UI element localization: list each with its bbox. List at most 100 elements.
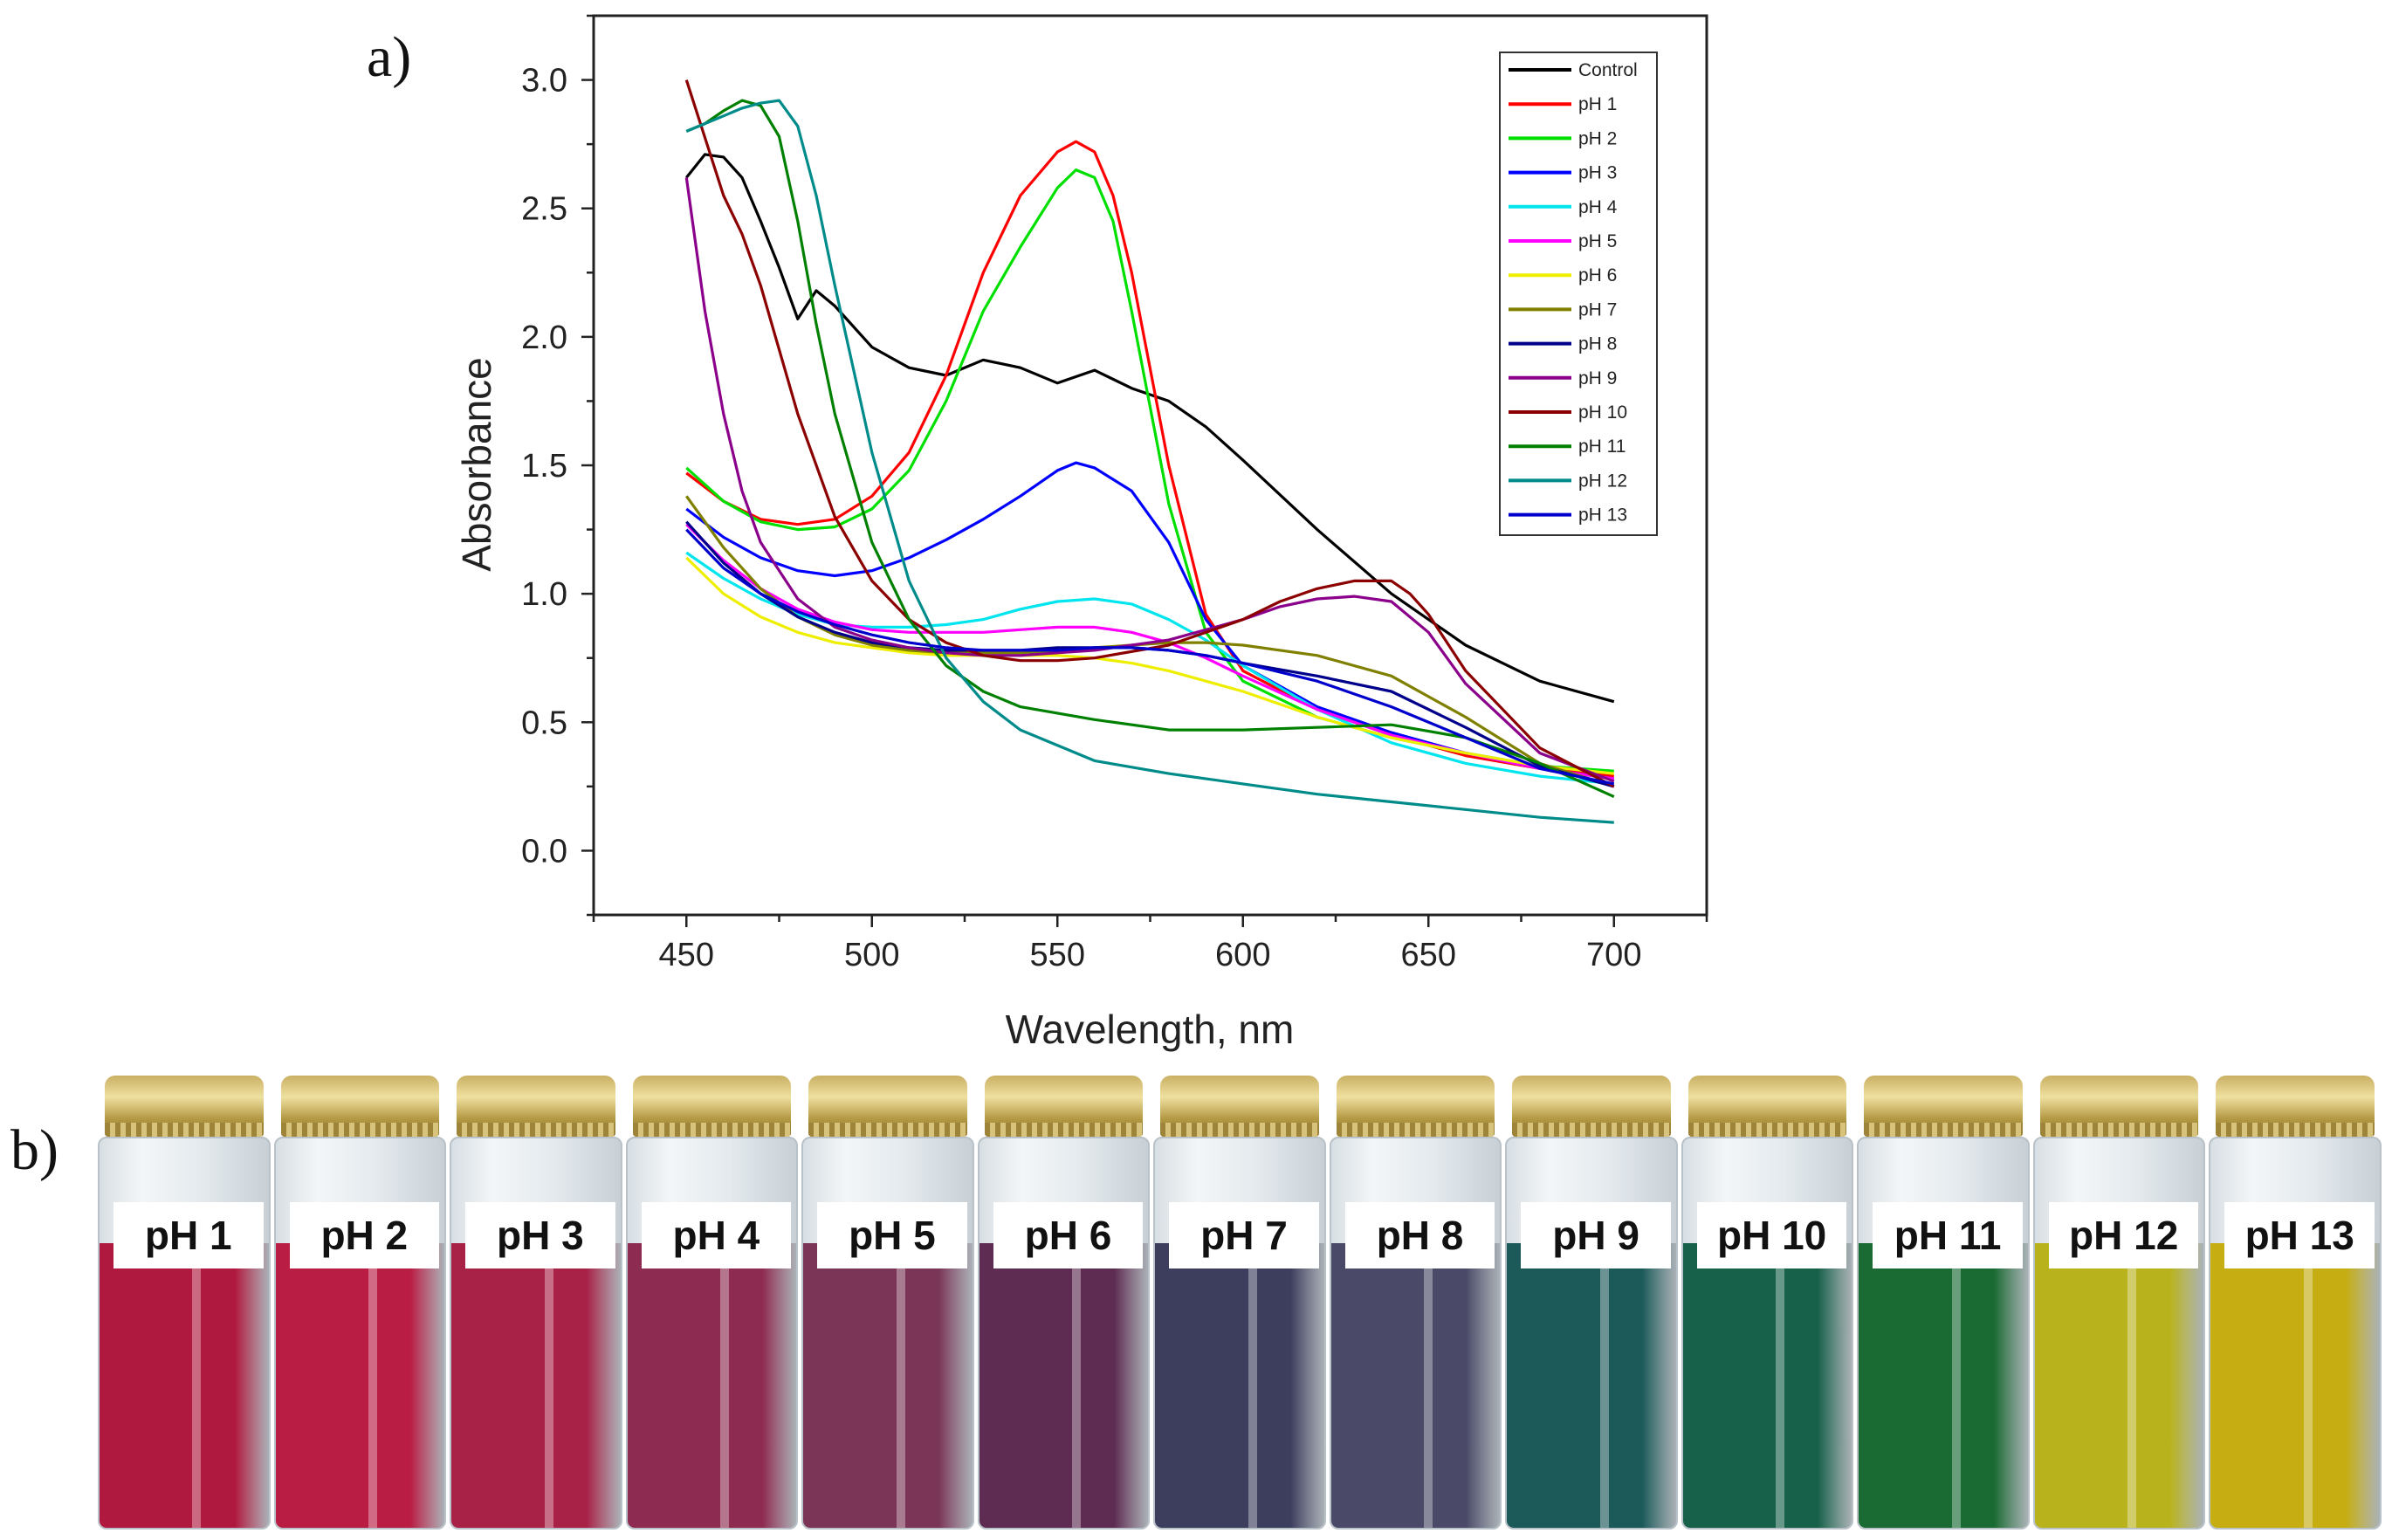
legend-label-ph-10: pH 10 (1578, 402, 1627, 423)
legend-label-ph-6: pH 6 (1578, 265, 1617, 285)
vial-cap (2216, 1076, 2375, 1137)
x-tick-label: 600 (1215, 937, 1270, 973)
legend-label-ph-2: pH 2 (1578, 128, 1617, 148)
vial-label: pH 2 (289, 1202, 440, 1268)
vial-ph-5: pH 5 (801, 1076, 974, 1530)
y-tick-label: 2.5 (521, 191, 567, 228)
vial-ph-2: pH 2 (273, 1076, 447, 1530)
legend-label-ph-5: pH 5 (1578, 231, 1617, 251)
x-tick-label: 650 (1401, 937, 1456, 973)
legend-label-ph-3: pH 3 (1578, 163, 1617, 183)
series-line-ph-3 (685, 461, 1615, 780)
vial-liquid (275, 1243, 445, 1528)
y-tick-label: 2.0 (521, 320, 567, 356)
legend-label-ph-8: pH 8 (1578, 334, 1617, 354)
vial-label: pH 11 (1873, 1202, 2023, 1268)
x-axis-ticks: 450 500 550 600 650 700 (592, 915, 1708, 973)
vial-liquid (451, 1243, 621, 1528)
absorbance-chart: 450 500 550 600 650 700 0.0 0.5 1.0 1.5 2.0 2.5 3.0… (454, 14, 1708, 1052)
x-tick-label: 450 (659, 937, 714, 973)
legend-box (1499, 52, 1658, 536)
series-line-ph-6 (685, 556, 1614, 775)
vial-glass (1329, 1137, 1502, 1530)
vial-glass (1857, 1137, 2030, 1530)
vial-cap (2039, 1076, 2199, 1137)
vial-glass (273, 1137, 447, 1530)
vial-ph-4: pH 4 (625, 1076, 799, 1530)
vial-ph-9: pH 9 (1505, 1076, 1678, 1530)
vial-liquid (2034, 1243, 2204, 1528)
vial-ph-13: pH 13 (2209, 1076, 2382, 1530)
y-tick-label: 0.0 (521, 833, 567, 870)
vial-liquid (2210, 1243, 2380, 1528)
vial-cap (280, 1076, 440, 1137)
vial-cap (984, 1076, 1144, 1137)
x-tick-label: 700 (1586, 937, 1641, 973)
y-axis-ticks: 0.0 0.5 1.0 1.5 2.0 2.5 3.0 (521, 14, 594, 917)
vial-glass (977, 1137, 1151, 1530)
vial-label: pH 5 (817, 1202, 967, 1268)
vial-cap (1336, 1076, 1495, 1137)
vial-liquid (1330, 1243, 1501, 1528)
vial-liquid (1507, 1243, 1676, 1528)
legend-label-ph-1: pH 1 (1578, 94, 1617, 114)
vial-liquid (1682, 1243, 1852, 1528)
vial-liquid (627, 1243, 797, 1528)
vial-label: pH 4 (641, 1202, 792, 1268)
x-tick-label: 550 (1030, 937, 1085, 973)
vial-label: pH 3 (465, 1202, 615, 1268)
vial-glass (1681, 1137, 1854, 1530)
vial-glass (450, 1137, 622, 1530)
vial-glass (2032, 1137, 2206, 1530)
vial-label: pH 7 (1169, 1202, 1319, 1268)
legend-label-ph-9: pH 9 (1578, 368, 1617, 388)
x-axis-title: Wavelength, nm (1006, 1007, 1295, 1052)
series-line-ph-13 (685, 528, 1615, 786)
vial-cap (1864, 1076, 2023, 1137)
vial-label: pH 8 (1344, 1202, 1495, 1268)
vial-liquid (979, 1243, 1149, 1528)
vial-ph-7: pH 7 (1153, 1076, 1326, 1530)
vial-cap (1687, 1076, 1847, 1137)
series-line-ph-11 (685, 99, 1615, 799)
legend-label-ph-11: pH 11 (1578, 437, 1626, 457)
vial-liquid (1155, 1243, 1324, 1528)
legend-label-control: Control (1578, 60, 1638, 80)
x-tick-label: 500 (844, 937, 899, 973)
y-tick-label: 1.0 (521, 576, 567, 613)
vial-ph-11: pH 11 (1857, 1076, 2030, 1530)
vial-label: pH 6 (993, 1202, 1144, 1268)
panel-a-label: a) (367, 25, 412, 89)
vial-ph-3: pH 3 (450, 1076, 622, 1530)
vial-label: pH 13 (2224, 1202, 2375, 1268)
vial-cap (808, 1076, 967, 1137)
series-lines (684, 79, 1615, 824)
vial-cap (457, 1076, 615, 1137)
vial-ph-8: pH 8 (1329, 1076, 1502, 1530)
vial-glass (1153, 1137, 1326, 1530)
series-line-control (685, 153, 1615, 704)
vial-liquid (1859, 1243, 2028, 1528)
legend-label-ph-12: pH 12 (1578, 471, 1627, 491)
vial-glass (625, 1137, 799, 1530)
y-tick-label: 0.5 (521, 705, 567, 741)
y-axis-title: Absorbance (454, 357, 499, 572)
y-tick-label: 1.5 (521, 448, 567, 485)
vial-liquid (100, 1243, 269, 1528)
vial-cap (105, 1076, 264, 1137)
vial-glass (98, 1137, 271, 1530)
vial-glass (2209, 1137, 2382, 1530)
vial-ph-12: pH 12 (2032, 1076, 2206, 1530)
vial-cap (632, 1076, 792, 1137)
vial-ph-1: pH 1 (98, 1076, 271, 1530)
chart-legend: Control pH 1 pH 2 pH 3 pH 4 pH 5 pH 6 pH 7 pH 8 p… (1499, 52, 1658, 536)
vial-ph-6: pH 6 (977, 1076, 1151, 1530)
vial-glass (801, 1137, 974, 1530)
series-line-ph-9 (684, 177, 1615, 783)
vial-label: pH 1 (113, 1202, 264, 1268)
legend-label-ph-7: pH 7 (1578, 299, 1617, 320)
series-line-ph-8 (685, 520, 1615, 788)
vial-cap (1512, 1076, 1671, 1137)
series-line-ph-12 (685, 99, 1614, 824)
